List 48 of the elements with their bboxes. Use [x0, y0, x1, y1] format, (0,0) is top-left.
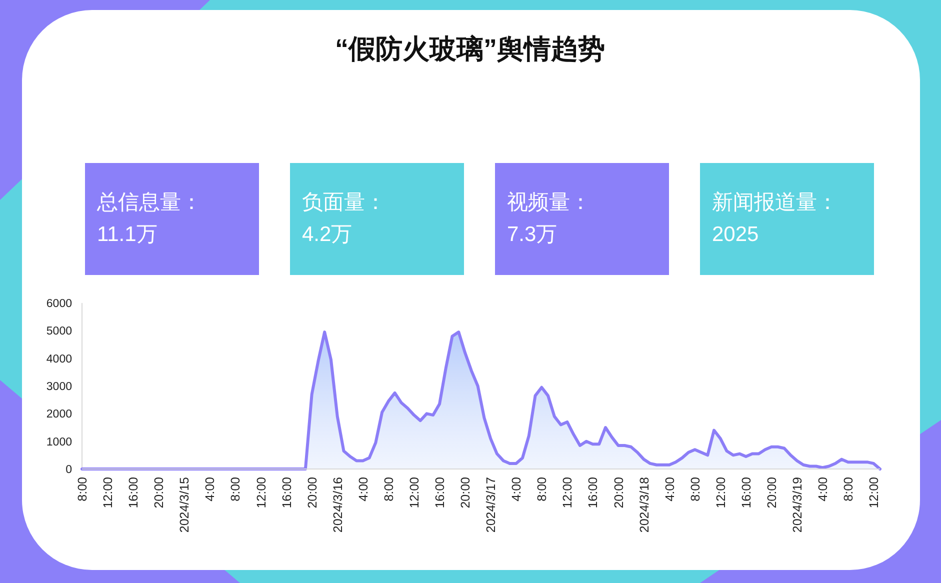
x-tick-label: 8:00 — [382, 476, 396, 502]
x-tick-label: 20:00 — [152, 476, 166, 508]
y-tick-label: 1000 — [46, 436, 72, 448]
x-tick-label: 4:00 — [510, 476, 524, 502]
x-tick-label: 4:00 — [203, 476, 218, 502]
x-tick-label: 12:00 — [101, 476, 116, 508]
x-tick-label: 2024/3/18 — [637, 476, 652, 533]
x-tick-label: 16:00 — [739, 476, 754, 508]
x-tick-label: 16:00 — [433, 476, 448, 508]
x-tick-label: 8:00 — [228, 476, 243, 502]
x-tick-label: 20:00 — [305, 476, 320, 508]
text: 4.2万 — [302, 223, 352, 246]
text: 新闻报道量： — [712, 191, 838, 214]
text: 总信息量： — [96, 191, 202, 214]
x-tick-label: 8:00 — [842, 476, 856, 502]
x-tick-label: 20:00 — [612, 476, 626, 508]
x-tick-label: 4:00 — [816, 476, 830, 502]
x-tick-label: 8:00 — [76, 476, 90, 502]
x-tick-label: 2024/3/17 — [484, 476, 498, 533]
x-tick-label: 12:00 — [254, 476, 268, 508]
x-tick-label: 12:00 — [407, 476, 422, 508]
x-tick-label: 8:00 — [688, 476, 702, 502]
x-tick-label: 16:00 — [280, 476, 294, 508]
y-tick-label: 5000 — [46, 326, 72, 338]
x-tick-label: 2024/3/16 — [330, 476, 345, 533]
text: 2025 — [712, 223, 759, 246]
x-tick-label: 4:00 — [356, 476, 370, 502]
x-tick-label: 20:00 — [458, 476, 473, 508]
text: 视频量： — [507, 191, 591, 214]
y-tick-label: 2000 — [46, 408, 72, 421]
x-tick-label: 8:00 — [535, 476, 550, 502]
text: 7.3万 — [507, 223, 558, 246]
y-tick-label: 3000 — [46, 381, 72, 393]
x-tick-label: 16:00 — [586, 476, 600, 508]
x-tick-label: 16:00 — [126, 476, 141, 508]
x-tick-label: 2024/3/19 — [790, 476, 805, 533]
text: 负面量： — [302, 191, 386, 214]
x-tick-label: 2024/3/15 — [178, 476, 192, 533]
text: “假防火玻璃”舆情趋势 — [335, 34, 605, 64]
x-tick-label: 12:00 — [867, 476, 882, 508]
y-tick-label: 4000 — [46, 353, 72, 366]
x-tick-label: 4:00 — [662, 476, 677, 502]
y-tick-label: 6000 — [46, 298, 72, 310]
y-tick-label: 0 — [66, 464, 72, 476]
text: 11.1万 — [97, 223, 158, 246]
x-tick-label: 12:00 — [560, 476, 575, 508]
x-tick-label: 12:00 — [714, 476, 728, 508]
x-tick-label: 20:00 — [764, 476, 779, 508]
